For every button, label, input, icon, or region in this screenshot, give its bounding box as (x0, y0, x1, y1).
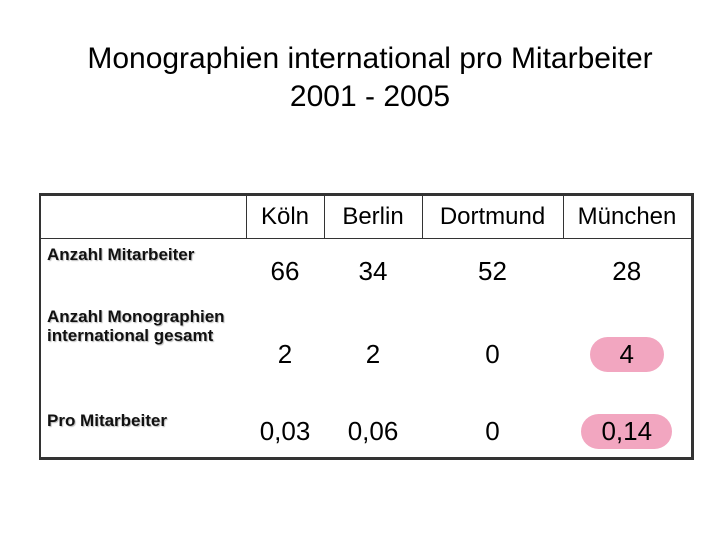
table-cell-highlighted: 0,14 (563, 405, 692, 459)
data-table: Köln Berlin Dortmund München Anzahl Mita… (39, 193, 694, 460)
highlight-marker: 4 (589, 336, 664, 372)
slide-title: Monographien international pro Mitarbeit… (0, 40, 720, 116)
table-cell: 0,06 (347, 415, 399, 446)
header-row: Köln Berlin Dortmund München (40, 194, 693, 239)
title-line-1: Monographien international pro Mitarbeit… (87, 42, 653, 75)
table-cell: 66 (270, 255, 300, 286)
table-cell: 28 (612, 255, 642, 286)
highlight-marker: 0,14 (581, 413, 673, 449)
table-row: Anzahl Mitarbeiter 66 34 52 28 (40, 239, 692, 304)
table-row: Pro Mitarbeiter 0,03 0,06 0 0,14 (40, 405, 692, 459)
table-cell: 2 (277, 338, 293, 369)
column-header-koeln: Köln (245, 194, 325, 239)
table-cell: 0 (485, 415, 500, 446)
column-header-muenchen: München (562, 194, 693, 239)
row-label: Pro Mitarbeiter (47, 411, 167, 430)
table-cell-highlighted: 4 (563, 303, 692, 405)
title-line-2: 2001 - 2005 (289, 80, 451, 113)
header-blank-cell (40, 194, 246, 239)
row-label: Anzahl Monographien international gesamt (47, 307, 225, 345)
table-row: Anzahl Monographien international gesamt… (40, 303, 692, 405)
table-cell: 2 (365, 338, 381, 369)
row-label: Anzahl Mitarbeiter (47, 245, 195, 264)
column-header-berlin: Berlin (323, 194, 423, 239)
table-cell: 34 (358, 255, 388, 286)
table-cell: 0,03 (259, 415, 311, 446)
table-cell: 0 (485, 338, 500, 369)
column-header-dortmund: Dortmund (421, 194, 564, 239)
table-cell: 52 (478, 255, 507, 286)
